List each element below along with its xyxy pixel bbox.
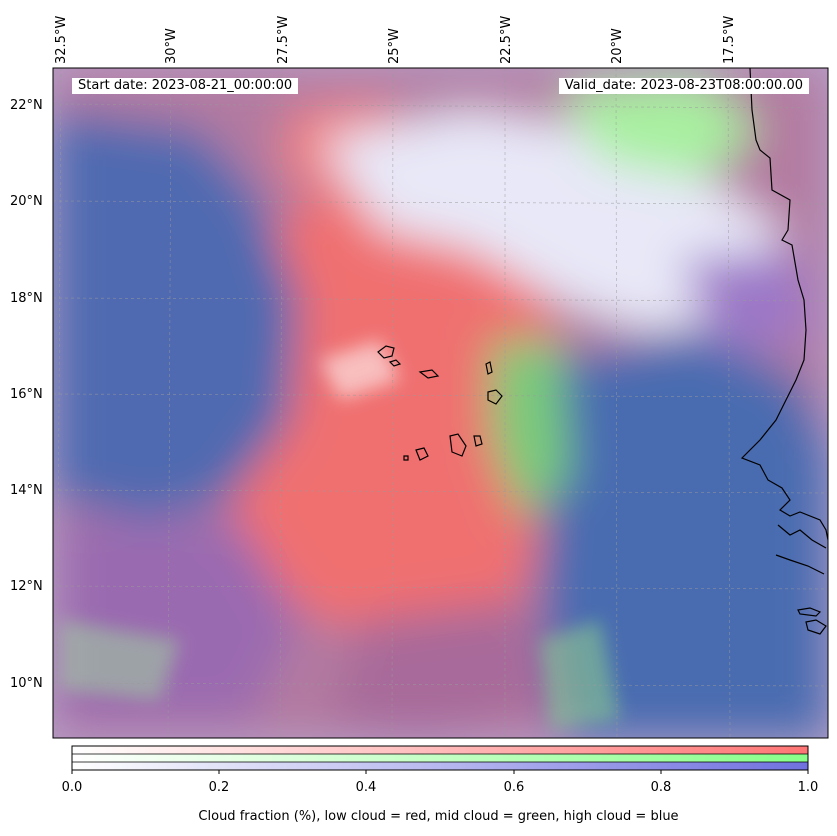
colorbar-low-cloud — [72, 746, 808, 754]
lat-label: 20°N — [10, 194, 43, 209]
lat-label: 12°N — [10, 579, 43, 594]
colorbar-label: Cloud fraction (%), low cloud = red, mid… — [198, 809, 679, 824]
cape-verde-islands — [377, 345, 395, 359]
colorbar-tick: 1.0 — [797, 780, 819, 795]
lat-label: 16°N — [10, 387, 43, 402]
africa-coastline — [740, 68, 828, 541]
high-cloud-region-east — [540, 330, 828, 738]
high-cloud-region-west — [53, 110, 300, 520]
mid-cloud-region — [560, 80, 760, 180]
colorbar-tick: 0.8 — [650, 780, 672, 795]
lon-label: 17.5°W — [722, 15, 737, 64]
lon-label: 27.5°W — [276, 15, 291, 64]
colorbar — [71, 745, 809, 774]
colorbar-mid-cloud — [72, 754, 808, 762]
start-date-label: Start date: 2023-08-21_00:00:00 — [72, 78, 299, 94]
lon-label: 25°W — [387, 28, 402, 64]
lon-label: 20°W — [610, 28, 625, 64]
colorbar-tick: 0.6 — [503, 780, 525, 795]
colorbar-tick: 0.2 — [208, 780, 230, 795]
lat-label: 10°N — [10, 676, 43, 691]
valid-date-label: Valid_date: 2023-08-23T08:00:00.00 — [558, 78, 809, 94]
colorbar-high-cloud — [72, 762, 808, 770]
lat-label: 22°N — [10, 98, 43, 113]
colorbar-tick: 0.4 — [355, 780, 377, 795]
map-frame — [52, 67, 829, 739]
lon-label: 22.5°W — [499, 15, 514, 64]
lon-label: 32.5°W — [54, 15, 69, 64]
cloud-field — [53, 68, 828, 738]
colorbar-tick: 0.0 — [61, 780, 83, 795]
gridlines — [53, 68, 828, 738]
coastlines — [377, 68, 828, 635]
lon-label: 30°W — [164, 28, 179, 64]
lat-label: 14°N — [10, 483, 43, 498]
low-cloud-region — [220, 150, 560, 640]
lat-label: 18°N — [10, 291, 43, 306]
